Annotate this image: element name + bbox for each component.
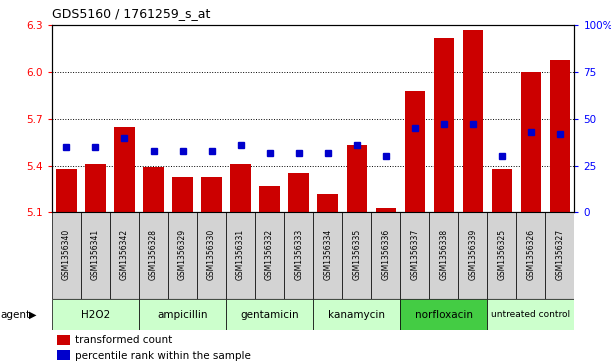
Bar [318, 193, 338, 212]
Text: percentile rank within the sample: percentile rank within the sample [75, 351, 251, 361]
Bar [313, 299, 400, 330]
Bar [288, 174, 309, 212]
Text: ampicillin: ampicillin [157, 310, 208, 320]
Bar [434, 38, 454, 212]
Bar [172, 176, 192, 212]
Text: GSM1356337: GSM1356337 [410, 229, 419, 280]
Text: GSM1356334: GSM1356334 [323, 229, 332, 280]
Text: GSM1356325: GSM1356325 [497, 229, 507, 280]
Text: ▶: ▶ [29, 310, 37, 320]
Bar [400, 299, 488, 330]
Bar [168, 212, 197, 299]
Text: transformed count: transformed count [75, 335, 173, 345]
Bar [404, 91, 425, 212]
Bar [463, 30, 483, 212]
Bar [550, 60, 570, 212]
Text: GSM1356338: GSM1356338 [439, 229, 448, 280]
Text: GSM1356341: GSM1356341 [91, 229, 100, 280]
Bar [492, 169, 512, 212]
Bar [458, 212, 488, 299]
Text: norfloxacin: norfloxacin [415, 310, 473, 320]
Bar [52, 212, 81, 299]
Bar [346, 145, 367, 212]
Bar [110, 212, 139, 299]
Text: GSM1356327: GSM1356327 [555, 229, 565, 280]
Text: kanamycin: kanamycin [328, 310, 385, 320]
Bar [376, 208, 396, 212]
Bar [202, 176, 222, 212]
Text: GSM1356342: GSM1356342 [120, 229, 129, 280]
Bar [260, 186, 280, 212]
Bar [56, 169, 76, 212]
Text: agent: agent [1, 310, 31, 320]
Bar [521, 72, 541, 212]
Bar [144, 167, 164, 212]
Text: GSM1356335: GSM1356335 [352, 229, 361, 280]
Bar [400, 212, 429, 299]
Bar [255, 212, 284, 299]
Bar [57, 335, 70, 345]
Bar [429, 212, 458, 299]
Text: GDS5160 / 1761259_s_at: GDS5160 / 1761259_s_at [52, 7, 210, 20]
Text: GSM1356330: GSM1356330 [207, 229, 216, 280]
Bar [516, 212, 546, 299]
Text: gentamicin: gentamicin [240, 310, 299, 320]
Text: GSM1356331: GSM1356331 [236, 229, 245, 280]
Bar [313, 212, 342, 299]
Text: GSM1356336: GSM1356336 [381, 229, 390, 280]
Bar [197, 212, 226, 299]
Bar [342, 212, 371, 299]
Bar [226, 212, 255, 299]
Text: GSM1356326: GSM1356326 [526, 229, 535, 280]
Bar [52, 299, 139, 330]
Bar [57, 350, 70, 360]
Bar [86, 164, 106, 212]
Bar [371, 212, 400, 299]
Text: GSM1356339: GSM1356339 [468, 229, 477, 280]
Bar [488, 212, 516, 299]
Bar [139, 212, 168, 299]
Text: GSM1356328: GSM1356328 [149, 229, 158, 280]
Text: GSM1356332: GSM1356332 [265, 229, 274, 280]
Bar [230, 164, 251, 212]
Text: GSM1356333: GSM1356333 [294, 229, 303, 280]
Bar [139, 299, 226, 330]
Bar [226, 299, 313, 330]
Bar [114, 127, 134, 212]
Text: untreated control: untreated control [491, 310, 571, 319]
Bar [488, 299, 574, 330]
Text: GSM1356329: GSM1356329 [178, 229, 187, 280]
Text: GSM1356340: GSM1356340 [62, 229, 71, 280]
Text: H2O2: H2O2 [81, 310, 110, 320]
Bar [284, 212, 313, 299]
Bar [546, 212, 574, 299]
Bar [81, 212, 110, 299]
